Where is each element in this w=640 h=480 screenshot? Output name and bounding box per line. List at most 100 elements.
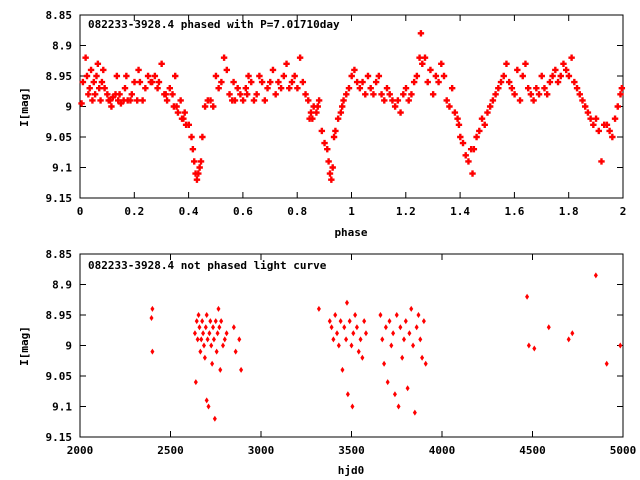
y-tick-label: 9.1	[52, 401, 72, 414]
data-points	[78, 30, 626, 183]
data-point	[432, 72, 440, 80]
data-point	[560, 60, 567, 67]
x-tick-label: 1	[348, 205, 355, 218]
data-point	[403, 318, 408, 325]
data-point	[394, 312, 399, 318]
x-tick-label: 5000	[610, 444, 637, 457]
data-point	[353, 78, 361, 86]
data-point	[177, 97, 184, 104]
x-axis-label: phase	[334, 226, 367, 239]
data-point	[237, 336, 242, 343]
y-tick-label: 8.85	[46, 248, 73, 261]
data-point	[233, 348, 238, 355]
data-point	[269, 66, 277, 74]
data-point	[98, 78, 106, 86]
data-point	[242, 85, 250, 92]
data-point	[108, 103, 115, 110]
y-tick-label: 9.05	[46, 131, 73, 144]
data-point	[83, 72, 91, 80]
data-point	[196, 164, 203, 171]
data-point	[272, 91, 279, 98]
data-point	[347, 318, 352, 325]
data-point	[525, 293, 530, 300]
data-point	[408, 91, 415, 98]
data-point	[443, 97, 450, 104]
data-point	[389, 97, 396, 104]
data-point	[350, 403, 355, 410]
data-point	[455, 121, 463, 128]
y-tick-label: 9	[65, 101, 72, 114]
data-point	[405, 97, 412, 104]
data-point	[344, 336, 349, 343]
data-point	[135, 66, 142, 74]
data-point	[618, 85, 626, 92]
data-point	[345, 85, 353, 92]
data-point	[220, 342, 225, 349]
data-point	[440, 72, 448, 80]
data-point	[386, 91, 393, 98]
data-point	[226, 91, 233, 98]
data-point	[595, 127, 602, 135]
data-point	[581, 103, 589, 110]
data-point	[148, 78, 156, 86]
data-point	[400, 91, 407, 98]
data-point	[204, 312, 209, 318]
data-point	[405, 385, 410, 392]
data-point	[243, 91, 251, 98]
data-point	[181, 109, 188, 116]
data-point	[180, 115, 187, 122]
data-point	[144, 72, 152, 80]
data-point	[210, 103, 217, 110]
data-point	[533, 85, 540, 92]
data-point	[380, 336, 385, 343]
data-point	[562, 66, 570, 74]
data-point	[101, 85, 108, 92]
data-point	[391, 330, 396, 337]
data-point	[383, 324, 388, 331]
data-point	[198, 348, 203, 355]
data-point	[154, 85, 161, 92]
data-point	[158, 60, 165, 67]
data-point	[239, 366, 244, 373]
data-point	[163, 97, 171, 104]
data-point	[115, 97, 122, 104]
data-point	[314, 103, 321, 110]
data-point	[418, 336, 423, 343]
axis-ticks: 0 0.2 0.4 0.6 0.8 1 1.2 1.4 1.6 1.8 2 8.85 8.9 8.95 9 9…	[46, 9, 627, 218]
data-point	[514, 66, 521, 74]
y-tick-label: 9.1	[52, 162, 72, 175]
data-point	[338, 318, 343, 325]
data-point	[264, 85, 271, 92]
data-point	[334, 115, 342, 122]
data-point	[237, 91, 244, 98]
x-axis-label: hjd0	[338, 464, 365, 477]
data-point	[151, 72, 159, 80]
data-point	[486, 103, 494, 110]
data-point	[326, 170, 334, 177]
data-point	[201, 330, 206, 337]
data-point	[315, 97, 323, 104]
data-point	[224, 330, 229, 337]
data-point	[414, 324, 419, 331]
data-point	[218, 366, 223, 373]
x-tick-label: 0	[77, 205, 84, 218]
data-point	[192, 330, 197, 337]
data-point	[372, 78, 380, 86]
data-point	[522, 60, 529, 67]
data-point	[325, 158, 332, 165]
data-point	[191, 158, 198, 165]
data-point	[538, 72, 545, 80]
data-point	[106, 97, 114, 104]
x-tick-label: 2	[620, 205, 627, 218]
data-point	[448, 85, 456, 92]
data-point	[267, 78, 274, 86]
data-point	[469, 170, 476, 177]
data-point	[378, 312, 383, 318]
data-point	[94, 60, 102, 67]
data-point	[313, 109, 320, 116]
data-point	[435, 78, 442, 86]
data-point	[131, 78, 138, 86]
data-point	[546, 324, 551, 331]
data-point	[381, 97, 388, 104]
y-tick-label: 8.85	[46, 9, 73, 22]
